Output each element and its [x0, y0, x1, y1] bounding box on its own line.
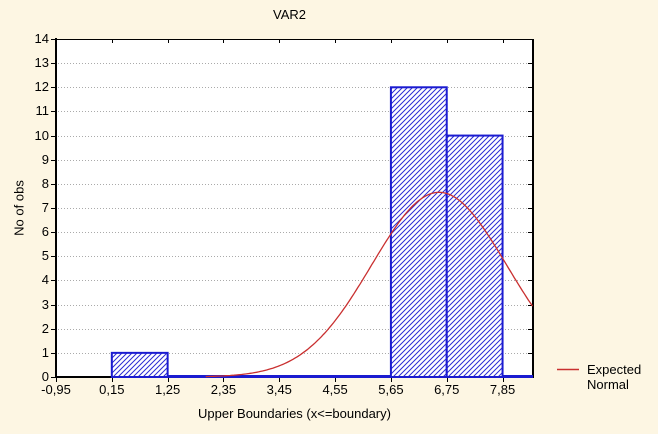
x-tick-label: 4,55	[322, 382, 348, 397]
x-tick-label: 6,75	[434, 382, 460, 397]
y-tick-label: 6	[41, 224, 49, 240]
x-tick-label: 3,45	[266, 382, 292, 397]
x-axis-title: Upper Boundaries (x<=boundary)	[198, 406, 391, 421]
y-tick-label: 5	[41, 248, 49, 264]
y-tick-label: 14	[34, 31, 49, 46]
x-tick-label: 2,35	[210, 382, 237, 397]
y-tick-label: 11	[35, 103, 50, 119]
y-tick-label: 2	[41, 320, 49, 336]
legend-label-line1: Expected	[587, 362, 642, 377]
x-tick-label: 1,25	[154, 382, 181, 397]
y-tick-label: 8	[41, 175, 49, 191]
y-tick-label: 13	[34, 55, 49, 71]
y-tick-label: 12	[34, 79, 49, 95]
x-tick-label: 0,15	[99, 382, 125, 397]
y-tick-label: 1	[41, 344, 49, 360]
x-tick-label: 7,85	[489, 382, 516, 397]
legend: Expected Normal	[556, 362, 641, 392]
x-tick-label: -0,95	[41, 382, 71, 397]
x-tick-label: 5,65	[378, 382, 404, 397]
y-tick-label: 4	[41, 272, 49, 288]
y-tick-label: 7	[41, 200, 49, 215]
legend-text: Expected Normal	[587, 362, 641, 392]
y-tick-label: 10	[34, 127, 49, 143]
chart-title: VAR2	[273, 7, 306, 22]
legend-line-icon	[557, 368, 579, 371]
y-tick-label: 9	[41, 151, 49, 167]
y-tick-label: 3	[41, 296, 49, 312]
y-tick-label: 0	[41, 369, 49, 384]
legend-label-line2: Normal	[587, 377, 629, 392]
